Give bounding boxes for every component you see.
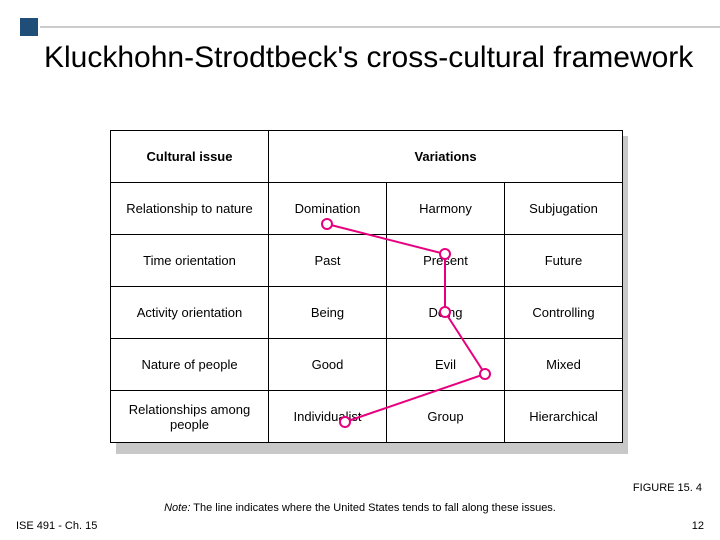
row-cell: Hierarchical [505,391,623,443]
row-cell: Individualist [269,391,387,443]
header-variations: Variations [269,131,623,183]
row-issue: Time orientation [111,235,269,287]
row-cell: Group [387,391,505,443]
table-row: Relationship to nature Domination Harmon… [111,183,623,235]
row-cell: Present [387,235,505,287]
footer-page-number: 12 [692,520,704,532]
row-issue: Nature of people [111,339,269,391]
row-issue: Relationship to nature [111,183,269,235]
row-cell: Past [269,235,387,287]
header-issue: Cultural issue [111,131,269,183]
row-issue: Activity orientation [111,287,269,339]
accent-square [20,18,38,36]
table-container: Cultural issue Variations Relationship t… [110,130,622,443]
row-cell: Good [269,339,387,391]
row-cell: Being [269,287,387,339]
row-cell: Domination [269,183,387,235]
table-header-row: Cultural issue Variations [111,131,623,183]
row-cell: Controlling [505,287,623,339]
table-row: Nature of people Good Evil Mixed [111,339,623,391]
figure-label: FIGURE 15. 4 [633,482,702,494]
note-prefix: Note: [164,502,190,514]
footer-course: ISE 491 - Ch. 15 [16,520,97,532]
row-cell: Harmony [387,183,505,235]
table-row: Time orientation Past Present Future [111,235,623,287]
row-cell: Future [505,235,623,287]
accent-line [40,26,720,28]
row-cell: Mixed [505,339,623,391]
table-row: Activity orientation Being Doing Control… [111,287,623,339]
note-rest: The line indicates where the United Stat… [190,502,555,514]
table-row: Relationships among people Individualist… [111,391,623,443]
row-cell: Doing [387,287,505,339]
figure-note: Note: The line indicates where the Unite… [110,502,610,514]
framework-table: Cultural issue Variations Relationship t… [110,130,623,443]
row-issue: Relationships among people [111,391,269,443]
page-title: Kluckhohn-Strodtbeck's cross-cultural fr… [44,40,693,76]
row-cell: Subjugation [505,183,623,235]
row-cell: Evil [387,339,505,391]
